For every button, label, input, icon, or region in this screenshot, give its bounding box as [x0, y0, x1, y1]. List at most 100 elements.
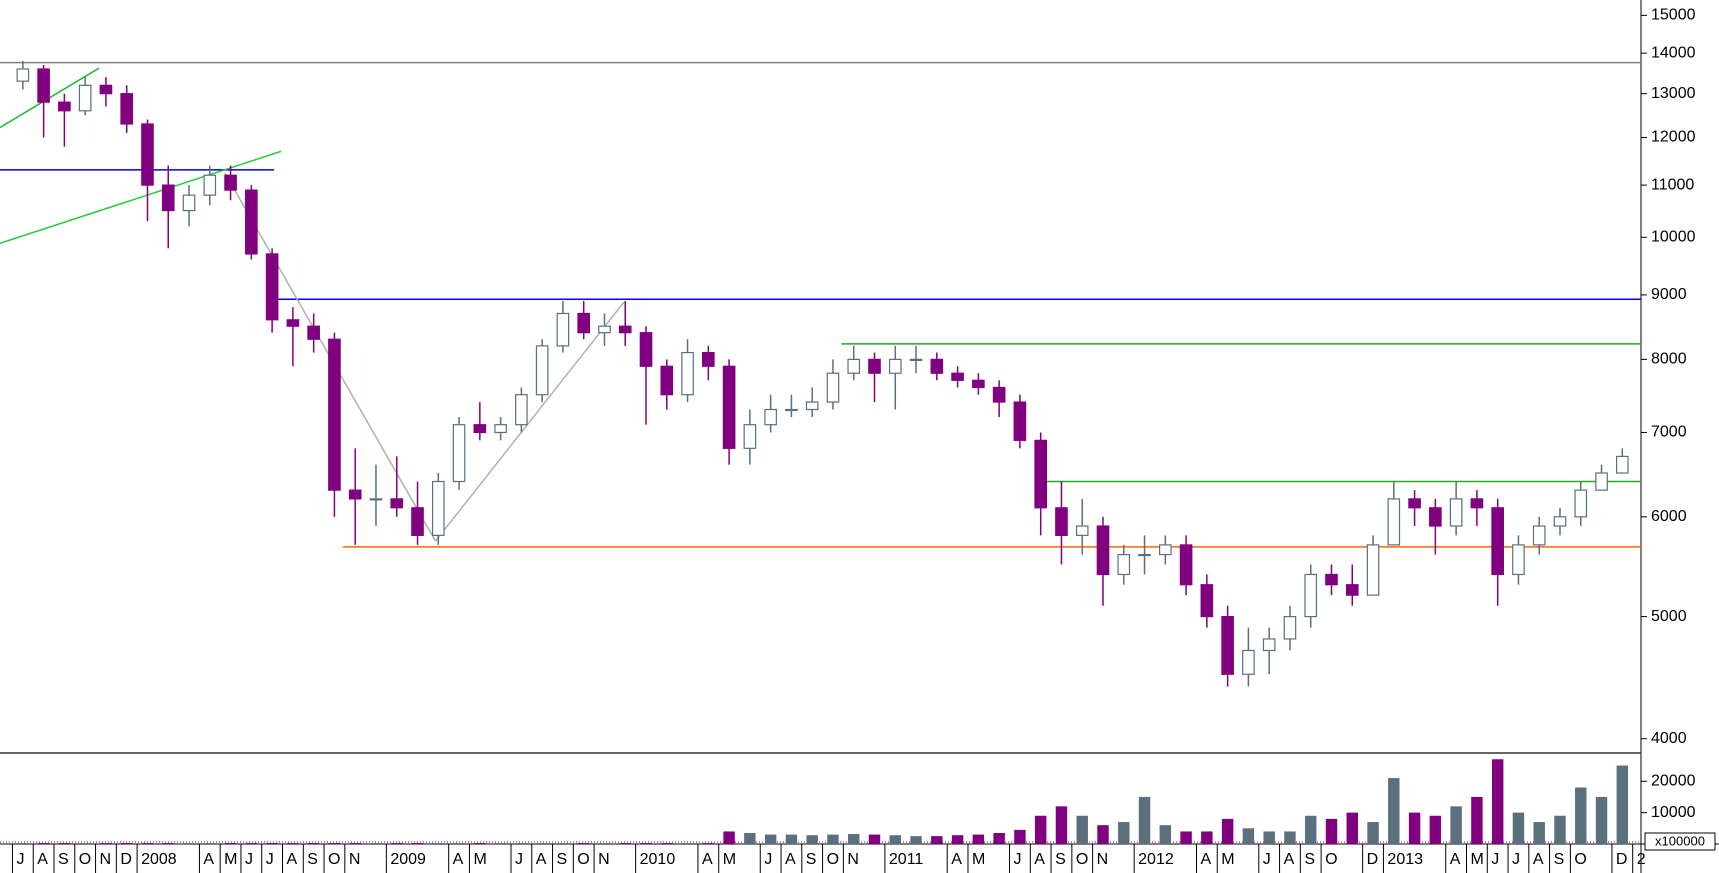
x-tick-label: 2011 [889, 851, 924, 868]
candle-body [930, 358, 944, 374]
candle-body [99, 84, 113, 95]
volume-bar [1346, 812, 1358, 844]
candle-body [1262, 638, 1276, 652]
x-tick-label: 2 [1637, 851, 1646, 868]
candle-body [598, 325, 611, 334]
candle-body [618, 325, 632, 334]
candle-body [1345, 584, 1359, 596]
x-tick-label: A [951, 851, 962, 868]
candle-body [1138, 553, 1151, 557]
volume-bar [640, 843, 652, 844]
candle-body [515, 394, 528, 426]
candle-body [992, 386, 1006, 403]
x-tick-label: M [1471, 851, 1484, 868]
x-tick-label: O [1574, 851, 1586, 868]
volume-bar [1242, 828, 1255, 844]
candle-body [1283, 616, 1297, 640]
candle-body [681, 351, 694, 396]
y-tick-label: 10000 [1651, 228, 1696, 245]
volume-bar [661, 843, 673, 844]
candle-body [411, 507, 424, 536]
volume-bar [370, 843, 382, 844]
volume-bar [494, 843, 507, 844]
volume-bar [224, 843, 237, 844]
candle-body [1034, 439, 1047, 509]
x-tick-label: N [100, 851, 112, 868]
y-tick-label: 11000 [1651, 176, 1694, 193]
candle-body [1512, 544, 1525, 576]
volume-bar [1284, 831, 1296, 844]
volume-bar [1180, 831, 1192, 844]
x-tick-label: S [1304, 851, 1315, 868]
x-tick-label: 2008 [141, 851, 177, 868]
candle-body [182, 194, 196, 212]
y-tick-label: 8000 [1651, 351, 1687, 368]
candle-body [743, 424, 757, 449]
candle-body [1532, 525, 1546, 546]
candle-body [1096, 525, 1110, 576]
candle-body [307, 325, 320, 340]
volume-bar [1554, 815, 1566, 844]
x-tick-label: N [847, 851, 859, 868]
x-tick-label: J [1263, 851, 1271, 868]
x-tick-label: S [557, 851, 568, 868]
volume-bar [827, 834, 839, 844]
candle-body [702, 351, 715, 367]
volume-bar [1097, 825, 1109, 844]
x-tick-label: 2012 [1138, 851, 1174, 868]
candle-body [431, 480, 445, 536]
x-tick-label: O [827, 851, 839, 868]
level-line [0, 150, 282, 245]
volume-bar [868, 834, 881, 844]
x-tick-label: J [245, 851, 253, 868]
volume-bar [993, 833, 1005, 844]
volume-bar [328, 843, 341, 844]
candle-body [1491, 507, 1504, 576]
x-tick-label: A [1200, 851, 1211, 868]
volume-bar [619, 843, 631, 844]
volume-bar [1512, 812, 1525, 844]
y-tick-label: 12000 [1651, 129, 1696, 146]
volume-bar [723, 831, 735, 844]
volume-bar [1408, 812, 1421, 844]
x-tick-label: 2009 [390, 851, 426, 868]
candle-body [1595, 472, 1608, 491]
candle-body [1615, 455, 1629, 474]
volume-bar [287, 843, 299, 844]
volume-bar [1076, 815, 1088, 844]
candle-body [1574, 489, 1588, 518]
candle-body [1055, 507, 1068, 536]
volume-bar [100, 843, 112, 844]
volume-bar [1138, 796, 1151, 844]
volume-bar [266, 843, 278, 844]
volume-bar [1367, 822, 1379, 844]
candle-body [535, 345, 549, 396]
candle-body [161, 184, 175, 212]
volume-bar [1118, 822, 1130, 844]
candle-body [78, 84, 92, 112]
y-tick-label: 4000 [1651, 730, 1687, 747]
x-tick-label: J [764, 851, 772, 868]
candle-body [1470, 498, 1484, 509]
volume-bar [1533, 822, 1545, 844]
x-tick-label: N [349, 851, 361, 868]
volume-bar [1450, 806, 1462, 844]
volume-bar [1471, 796, 1483, 844]
x-tick-label: S [1554, 851, 1565, 868]
volume-bar [1201, 831, 1213, 844]
candle-body [286, 319, 300, 327]
x-tick-label: S [1055, 851, 1066, 868]
candle-body [785, 408, 798, 412]
candle-body [1449, 498, 1463, 527]
volume-bar [972, 834, 985, 844]
x-tick-label: A [287, 851, 298, 868]
volume-bar [910, 836, 922, 844]
x-tick-label: A [453, 851, 464, 868]
volume-bar [848, 833, 860, 844]
candle-body [1179, 544, 1193, 586]
volume-bar [120, 843, 133, 844]
candle-body [1553, 516, 1567, 527]
